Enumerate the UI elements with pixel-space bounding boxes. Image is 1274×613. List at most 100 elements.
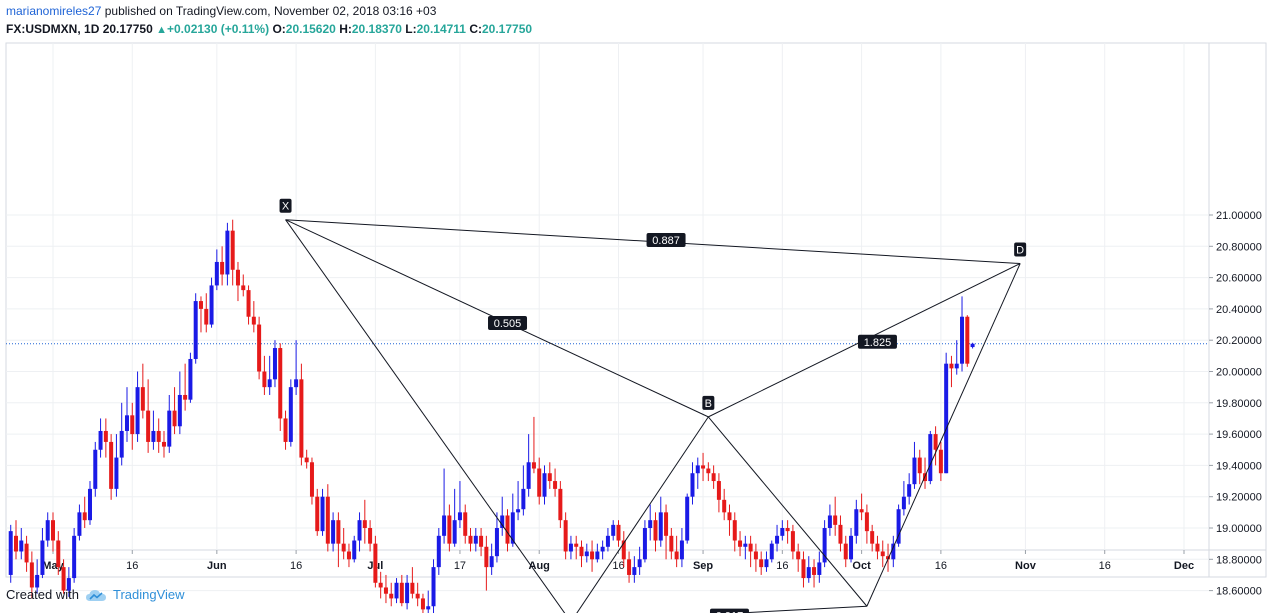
candle-body[interactable]: [183, 394, 188, 400]
candle-body[interactable]: [796, 551, 801, 560]
candle-body[interactable]: [505, 515, 510, 544]
candle-body[interactable]: [933, 434, 938, 450]
candle-body[interactable]: [584, 551, 589, 557]
candle-body[interactable]: [167, 410, 172, 447]
candle-body[interactable]: [304, 457, 309, 463]
candle-body[interactable]: [151, 430, 156, 442]
candle-body[interactable]: [415, 593, 420, 599]
candle-body[interactable]: [447, 515, 452, 544]
candle-body[interactable]: [838, 524, 843, 544]
candle-body[interactable]: [246, 290, 251, 317]
candle-body[interactable]: [161, 441, 166, 447]
candle-body[interactable]: [214, 261, 219, 286]
candle-body[interactable]: [542, 473, 547, 497]
candle-body[interactable]: [362, 520, 367, 528]
candle-body[interactable]: [553, 481, 558, 489]
candle-body[interactable]: [817, 562, 822, 575]
candle-body[interactable]: [669, 535, 674, 552]
candle-body[interactable]: [859, 509, 864, 513]
candle-body[interactable]: [891, 543, 896, 560]
candle-body[interactable]: [605, 535, 610, 547]
candle-body[interactable]: [764, 559, 769, 568]
candle-body[interactable]: [949, 363, 954, 369]
candle-body[interactable]: [294, 379, 299, 388]
candle-body[interactable]: [637, 559, 642, 568]
candle-body[interactable]: [283, 418, 288, 442]
candle-body[interactable]: [473, 535, 478, 544]
candle-body[interactable]: [600, 546, 605, 552]
candle-body[interactable]: [711, 473, 716, 482]
candle-body[interactable]: [452, 520, 457, 544]
candle-body[interactable]: [8, 531, 13, 575]
candle-body[interactable]: [716, 481, 721, 500]
candle-body[interactable]: [193, 301, 198, 359]
candle-body[interactable]: [938, 449, 943, 474]
candle-body[interactable]: [510, 512, 515, 544]
candle-body[interactable]: [235, 269, 240, 286]
candle-body[interactable]: [51, 520, 55, 541]
candle-body[interactable]: [738, 540, 743, 547]
candle-body[interactable]: [198, 301, 203, 309]
candle-body[interactable]: [516, 509, 521, 513]
candle-body[interactable]: [521, 488, 526, 510]
candle-body[interactable]: [526, 462, 531, 489]
candle-body[interactable]: [378, 582, 383, 588]
candle-body[interactable]: [309, 462, 314, 497]
candle-body[interactable]: [156, 430, 161, 442]
candle-body[interactable]: [642, 528, 647, 560]
candle-body[interactable]: [864, 512, 869, 532]
candle-body[interactable]: [806, 567, 811, 579]
candle-body[interactable]: [14, 535, 19, 552]
candle-body[interactable]: [288, 387, 293, 442]
candle-body[interactable]: [743, 543, 748, 547]
candle-body[interactable]: [130, 415, 135, 435]
candle-body[interactable]: [146, 410, 151, 442]
candle-body[interactable]: [315, 496, 320, 532]
candle-body[interactable]: [220, 261, 225, 275]
candle-body[interactable]: [251, 316, 256, 325]
candle-body[interactable]: [394, 582, 399, 599]
candle-body[interactable]: [590, 551, 595, 560]
candle-body[interactable]: [500, 515, 505, 528]
candle-body[interactable]: [912, 457, 917, 485]
candle-body[interactable]: [368, 528, 373, 544]
candle-body[interactable]: [479, 535, 484, 547]
candle-body[interactable]: [759, 559, 764, 568]
candle-body[interactable]: [970, 343, 975, 348]
candle-body[interactable]: [336, 520, 341, 544]
candle-body[interactable]: [299, 379, 304, 458]
candle-body[interactable]: [785, 528, 790, 532]
candle-body[interactable]: [98, 430, 103, 450]
candle-body[interactable]: [812, 567, 817, 575]
candle-body[interactable]: [944, 363, 949, 474]
candle-body[interactable]: [674, 551, 679, 560]
candle-body[interactable]: [225, 230, 230, 275]
candle-body[interactable]: [278, 348, 283, 419]
candle-body[interactable]: [695, 465, 700, 474]
candle-body[interactable]: [56, 540, 61, 568]
candle-body[interactable]: [954, 363, 959, 369]
candle-body[interactable]: [875, 543, 880, 552]
candle-body[interactable]: [880, 551, 885, 557]
candle-body[interactable]: [272, 348, 277, 380]
candle-body[interactable]: [827, 515, 832, 528]
candle-body[interactable]: [61, 567, 66, 591]
candle-body[interactable]: [801, 559, 806, 579]
candle-body[interactable]: [769, 543, 774, 560]
candle-body[interactable]: [679, 540, 684, 560]
candle-body[interactable]: [241, 285, 246, 291]
candle-body[interactable]: [822, 528, 827, 563]
candle-body[interactable]: [753, 551, 758, 560]
candle-body[interactable]: [494, 528, 499, 557]
candle-body[interactable]: [706, 468, 711, 474]
candle-body[interactable]: [87, 488, 92, 521]
candle-body[interactable]: [537, 468, 542, 497]
candle-body[interactable]: [262, 371, 267, 388]
candle-body[interactable]: [833, 515, 838, 525]
candle-body[interactable]: [383, 587, 388, 594]
author-link[interactable]: marianomireles27: [6, 4, 102, 18]
candle-body[interactable]: [886, 556, 891, 560]
candle-body[interactable]: [357, 520, 362, 541]
candle-body[interactable]: [960, 316, 965, 364]
